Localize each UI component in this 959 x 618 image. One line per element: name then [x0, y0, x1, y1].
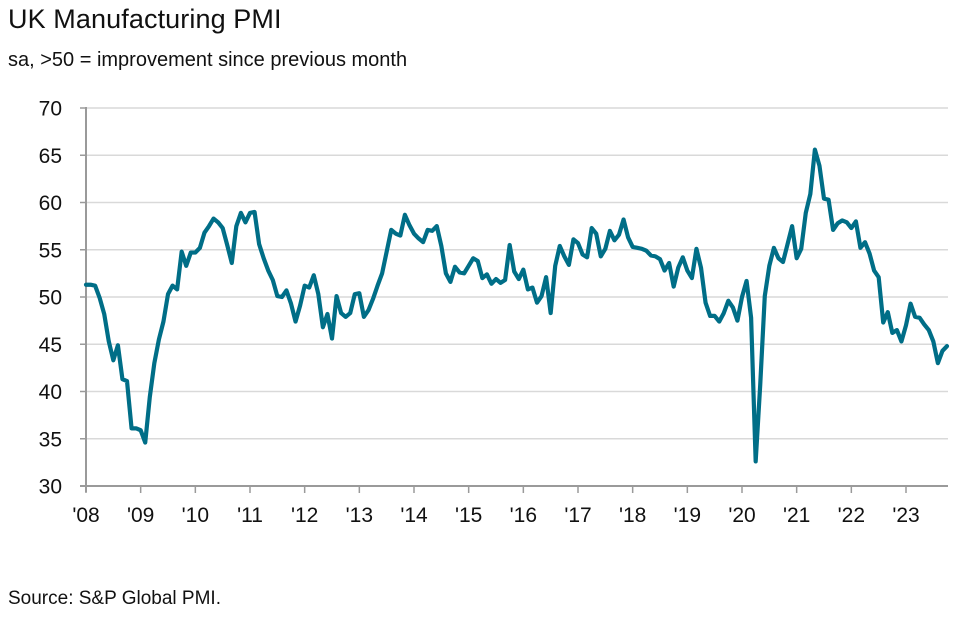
y-tick-label: 40 — [39, 381, 62, 404]
y-tick-label: 70 — [39, 98, 62, 121]
x-tick-label: '16 — [510, 504, 537, 527]
y-tick-label: 65 — [39, 145, 62, 168]
y-tick-label: 45 — [39, 334, 62, 357]
x-tick-label: '19 — [674, 504, 701, 527]
y-tick-label: 60 — [39, 192, 62, 215]
x-tick-label: '18 — [619, 504, 646, 527]
x-tick-label: '23 — [892, 504, 919, 527]
axes — [80, 107, 948, 492]
y-tick-label: 55 — [39, 239, 62, 262]
x-axis-ticks: '08 '09 '10 '11 '12 '13 '14 '15 '16 '17 '18 '19 '20 '… — [72, 486, 920, 527]
x-tick-label: '22 — [838, 504, 865, 527]
x-tick-label: '10 — [182, 504, 209, 527]
x-tick-label: '15 — [455, 504, 482, 527]
x-tick-label: '13 — [346, 504, 373, 527]
x-tick-label: '20 — [728, 504, 755, 527]
x-tick-label: '17 — [564, 504, 591, 527]
x-tick-label: '21 — [783, 504, 810, 527]
x-tick-label: '11 — [237, 504, 263, 527]
y-tick-label: 50 — [39, 287, 62, 310]
chart-title: UK Manufacturing PMI — [8, 4, 282, 34]
source-note: Source: S&P Global PMI. — [8, 588, 221, 609]
chart-subtitle: sa, >50 = improvement since previous mon… — [8, 49, 408, 71]
y-axis-ticks: 30 35 40 45 50 55 60 65 70 — [39, 98, 86, 499]
y-tick-label: 30 — [39, 476, 62, 499]
x-tick-label: '08 — [72, 504, 99, 527]
y-tick-label: 35 — [39, 428, 62, 451]
x-tick-label: '12 — [291, 504, 318, 527]
series-layer — [83, 147, 950, 464]
x-tick-label: '14 — [400, 504, 428, 527]
x-tick-label: '09 — [127, 504, 154, 527]
series-line-uk-manufacturing-pmi — [83, 147, 950, 464]
